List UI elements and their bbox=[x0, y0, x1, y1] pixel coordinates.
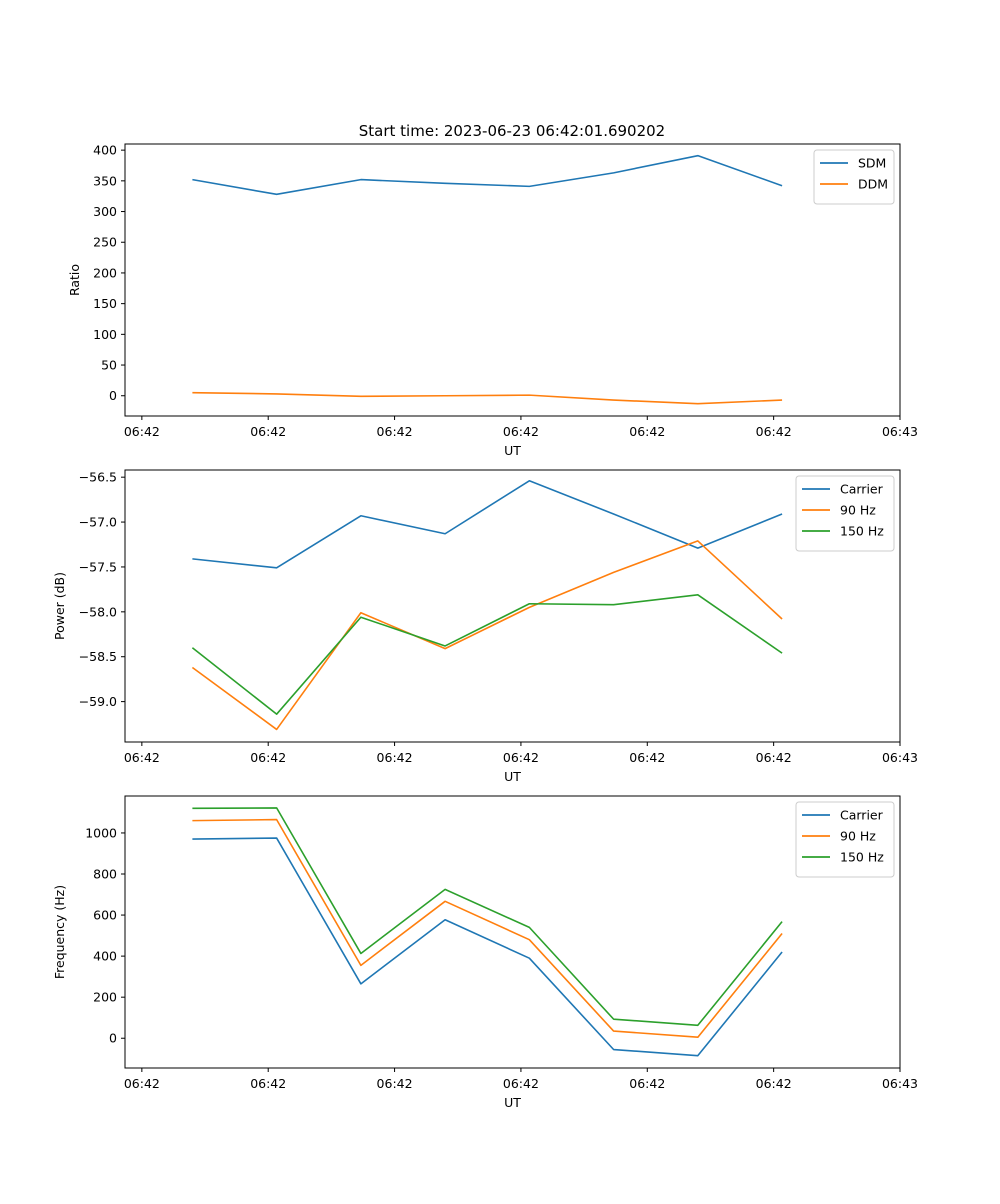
series-line-carrier bbox=[192, 479, 783, 569]
x-axis-label: UT bbox=[504, 1095, 521, 1110]
y-tick-label: −57.0 bbox=[79, 515, 117, 530]
x-tick-label: 06:43 bbox=[882, 1076, 918, 1091]
x-tick-label: 06:42 bbox=[503, 750, 539, 765]
x-tick-label: 06:43 bbox=[882, 750, 918, 765]
y-tick-label: 600 bbox=[93, 908, 117, 923]
x-tick-label: 06:42 bbox=[377, 1076, 413, 1091]
y-tick-label: 100 bbox=[93, 327, 117, 342]
x-tick-label: 06:42 bbox=[124, 750, 160, 765]
y-tick-label: 350 bbox=[93, 173, 117, 188]
y-axis-label: Ratio bbox=[67, 264, 82, 296]
x-tick-label: 06:42 bbox=[629, 424, 665, 439]
legend: Carrier 90 Hz 150 Hz bbox=[795, 475, 895, 552]
series-line-sdm bbox=[192, 154, 783, 196]
x-axis-label: UT bbox=[504, 769, 521, 784]
legend-label: 90 Hz bbox=[840, 829, 876, 844]
legend: SDM DDM bbox=[813, 149, 895, 205]
y-tick-label: −57.5 bbox=[79, 559, 117, 574]
series-line-90-hz bbox=[192, 818, 783, 1039]
legend-box bbox=[795, 801, 895, 878]
x-tick-label: 06:42 bbox=[250, 1076, 286, 1091]
y-tick-label: 50 bbox=[101, 358, 117, 373]
legend-label: Carrier bbox=[840, 482, 884, 497]
chart-panel-2: −59.0 −58.5 −58.0 −57.5 −57.0 −56.5 06:42 06:42… bbox=[52, 469, 918, 784]
y-tick-label: 800 bbox=[93, 867, 117, 882]
y-tick-label: 150 bbox=[93, 296, 117, 311]
y-tick-label: −58.0 bbox=[79, 604, 117, 619]
y-tick-label: 200 bbox=[93, 990, 117, 1005]
x-tick-label: 06:43 bbox=[882, 424, 918, 439]
y-tick-label: 400 bbox=[93, 949, 117, 964]
series-line-carrier bbox=[192, 837, 783, 1057]
legend-label: SDM bbox=[858, 156, 886, 171]
chart-panel-3: 0 200 400 600 800 1000 06:42 06:42 06:42 06:42 06:… bbox=[52, 795, 918, 1110]
y-tick-label: −56.5 bbox=[79, 470, 117, 485]
series-line-150-hz bbox=[192, 807, 783, 1027]
y-tick-label: −58.5 bbox=[79, 649, 117, 664]
series-line-150-hz bbox=[191, 593, 783, 715]
y-axis-label: Power (dB) bbox=[52, 572, 67, 640]
y-tick-label: 250 bbox=[93, 235, 117, 250]
y-tick-label: 200 bbox=[93, 265, 117, 280]
x-tick-label: 06:42 bbox=[377, 424, 413, 439]
y-tick-label: 1000 bbox=[85, 825, 117, 840]
legend: Carrier 90 Hz 150 Hz bbox=[795, 801, 895, 878]
y-tick-label: 0 bbox=[109, 388, 117, 403]
y-tick-label: 0 bbox=[109, 1031, 117, 1046]
x-tick-label: 06:42 bbox=[629, 750, 665, 765]
x-axis-label: UT bbox=[504, 443, 521, 458]
y-axis-label: Frequency (Hz) bbox=[52, 885, 67, 979]
x-tick-label: 06:42 bbox=[756, 750, 792, 765]
x-tick-label: 06:42 bbox=[124, 424, 160, 439]
legend-label: 90 Hz bbox=[840, 503, 876, 518]
x-tick-label: 06:42 bbox=[503, 424, 539, 439]
x-tick-label: 06:42 bbox=[377, 750, 413, 765]
legend-label: Carrier bbox=[840, 808, 884, 823]
legend-label: 150 Hz bbox=[840, 524, 884, 539]
x-tick-label: 06:42 bbox=[629, 1076, 665, 1091]
x-tick-label: 06:42 bbox=[756, 1076, 792, 1091]
legend-label: DDM bbox=[858, 177, 888, 192]
y-tick-label: 400 bbox=[93, 143, 117, 158]
x-tick-label: 06:42 bbox=[756, 424, 792, 439]
x-tick-label: 06:42 bbox=[250, 424, 286, 439]
plot-frame bbox=[124, 469, 901, 743]
y-tick-label: −59.0 bbox=[79, 694, 117, 709]
x-tick-label: 06:42 bbox=[124, 1076, 160, 1091]
series-line-90-hz bbox=[191, 540, 783, 731]
plot-frame bbox=[124, 143, 901, 417]
y-tick-label: 300 bbox=[93, 204, 117, 219]
legend-label: 150 Hz bbox=[840, 850, 884, 865]
plot-frame bbox=[124, 795, 901, 1069]
chart-panel-1: 0 50 100 150 200 250 300 350 400 06:42 06:42 06:42 0… bbox=[67, 143, 918, 458]
figure-title: Start time: 2023-06-23 06:42:01.690202 bbox=[359, 122, 665, 140]
legend-box bbox=[795, 475, 895, 552]
x-tick-label: 06:42 bbox=[250, 750, 286, 765]
series-line-ddm bbox=[192, 391, 783, 405]
x-tick-label: 06:42 bbox=[503, 1076, 539, 1091]
